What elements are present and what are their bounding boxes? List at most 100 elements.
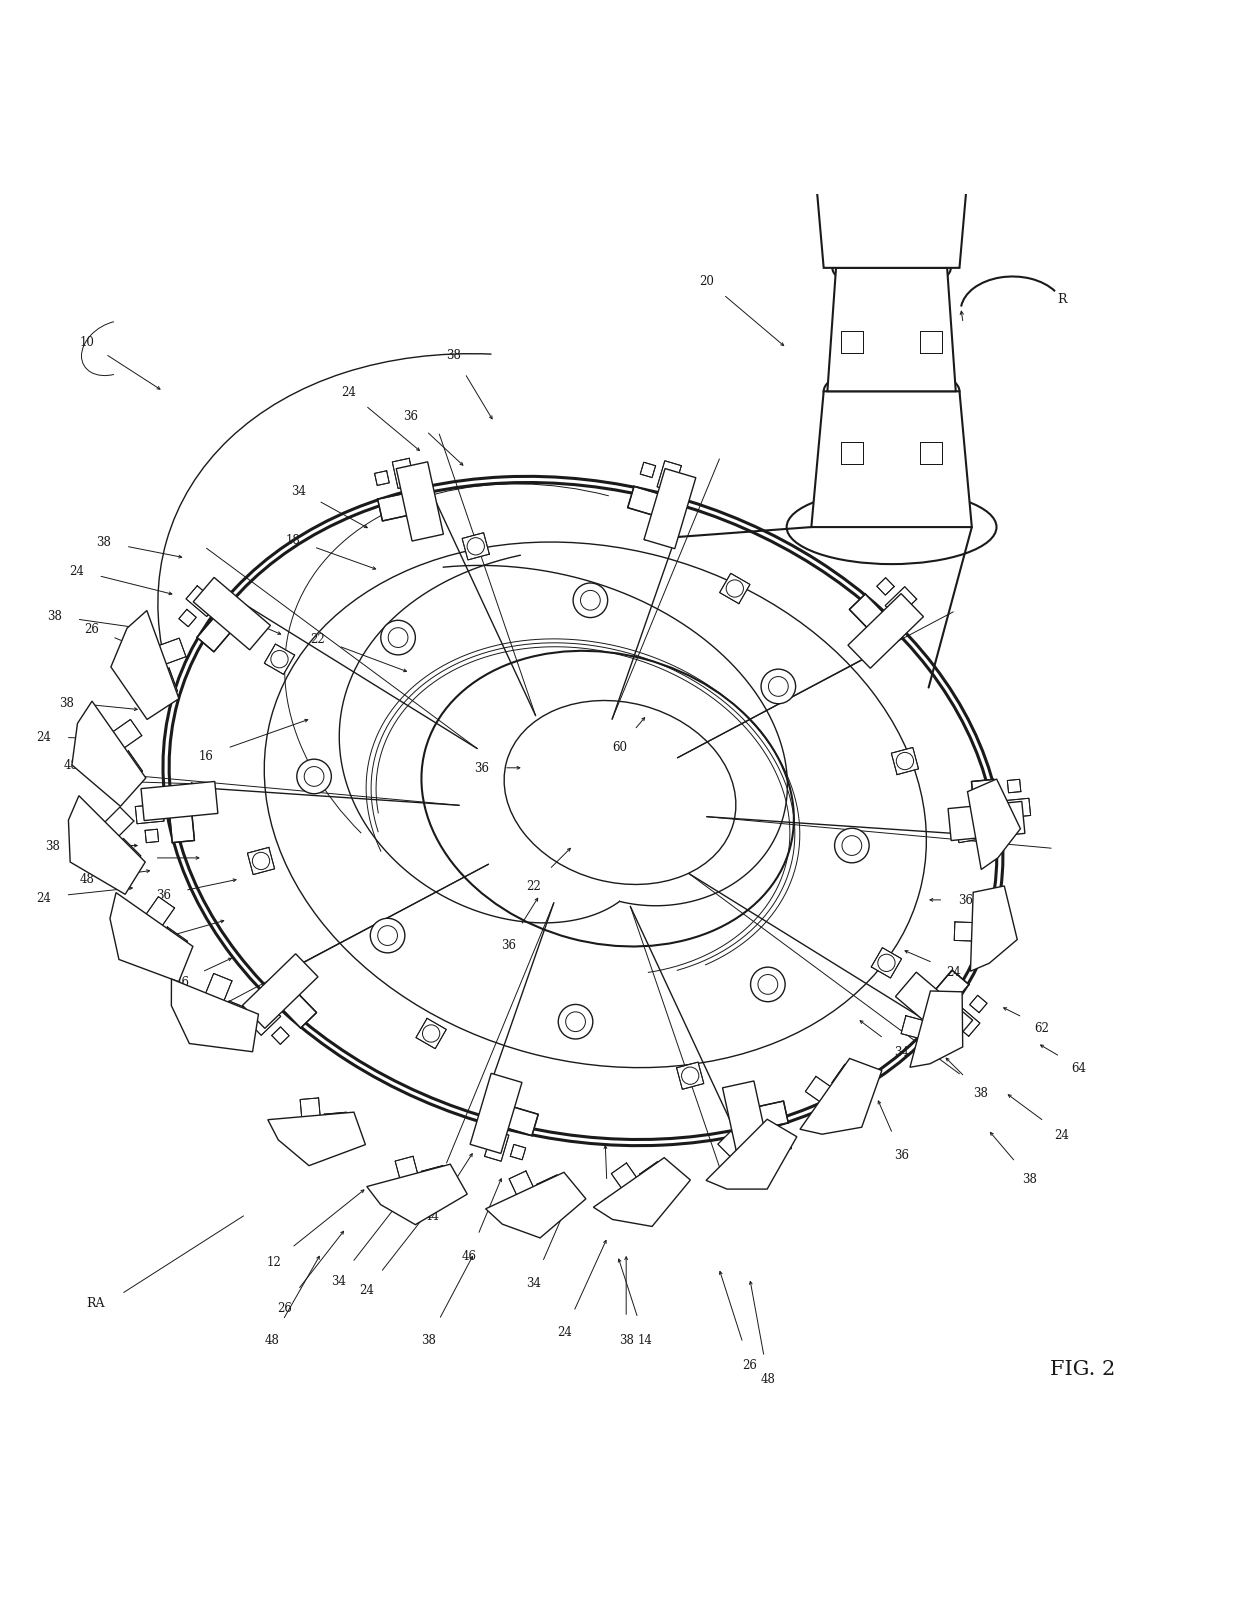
Text: 46: 46 (461, 1250, 477, 1263)
Text: 38: 38 (47, 610, 62, 623)
Polygon shape (627, 487, 662, 516)
Text: 22: 22 (526, 880, 541, 893)
Text: 44: 44 (600, 1198, 615, 1211)
Text: RA: RA (86, 1297, 104, 1310)
Polygon shape (159, 927, 187, 954)
Text: 12: 12 (267, 1255, 281, 1268)
Text: 26: 26 (84, 622, 99, 636)
Polygon shape (463, 534, 490, 560)
Polygon shape (264, 644, 295, 675)
Polygon shape (151, 639, 186, 667)
Polygon shape (107, 721, 141, 753)
Polygon shape (594, 1157, 691, 1227)
Polygon shape (511, 1144, 526, 1160)
Polygon shape (644, 469, 696, 549)
Polygon shape (657, 461, 681, 492)
Text: 24: 24 (69, 565, 84, 578)
Text: 26: 26 (743, 1358, 758, 1371)
Polygon shape (171, 979, 258, 1052)
Text: 34: 34 (894, 1045, 909, 1058)
Text: 34: 34 (146, 935, 161, 948)
Polygon shape (300, 1099, 321, 1126)
Text: 24: 24 (360, 1284, 374, 1297)
Text: 24: 24 (36, 891, 51, 904)
Polygon shape (706, 1120, 797, 1190)
Text: 24: 24 (36, 730, 51, 743)
Text: 36: 36 (501, 938, 516, 951)
Polygon shape (920, 331, 942, 354)
Circle shape (761, 670, 796, 704)
Polygon shape (932, 971, 968, 1008)
Polygon shape (901, 1016, 932, 1040)
Polygon shape (967, 779, 1021, 870)
Text: R: R (1058, 294, 1066, 307)
Text: 60: 60 (613, 740, 627, 753)
Polygon shape (223, 1001, 252, 1024)
Polygon shape (841, 331, 863, 354)
Polygon shape (745, 1125, 771, 1149)
Polygon shape (268, 1112, 366, 1165)
Text: 18: 18 (285, 534, 300, 547)
Polygon shape (892, 748, 919, 776)
Polygon shape (145, 829, 159, 844)
Polygon shape (955, 922, 982, 941)
Polygon shape (910, 992, 962, 1068)
Polygon shape (970, 995, 987, 1013)
Ellipse shape (823, 367, 960, 417)
Text: 34: 34 (291, 484, 306, 497)
Text: 64: 64 (1071, 1061, 1086, 1074)
Text: 48: 48 (264, 1332, 279, 1345)
Text: 34: 34 (109, 776, 124, 789)
Text: 20: 20 (699, 274, 714, 287)
Polygon shape (815, 170, 968, 269)
Text: 38: 38 (97, 536, 112, 549)
Polygon shape (827, 269, 956, 393)
Polygon shape (751, 1134, 774, 1164)
Polygon shape (249, 1005, 280, 1035)
Ellipse shape (169, 484, 997, 1139)
Polygon shape (280, 992, 316, 1029)
Text: 36: 36 (959, 894, 973, 907)
Polygon shape (141, 898, 175, 933)
Polygon shape (272, 1027, 289, 1045)
Polygon shape (895, 972, 972, 1045)
Polygon shape (1007, 779, 1021, 794)
Polygon shape (885, 588, 916, 618)
Circle shape (835, 829, 869, 863)
Text: 38: 38 (446, 349, 461, 362)
Polygon shape (510, 1172, 537, 1204)
Polygon shape (113, 839, 141, 867)
Circle shape (558, 1005, 593, 1039)
Circle shape (371, 919, 405, 953)
Text: 36: 36 (202, 597, 218, 610)
Text: 22: 22 (310, 633, 325, 646)
Text: 14: 14 (637, 1332, 652, 1345)
Polygon shape (193, 578, 270, 651)
Polygon shape (415, 1019, 446, 1048)
Text: 16: 16 (200, 750, 213, 763)
Text: 24: 24 (341, 386, 356, 399)
Circle shape (381, 622, 415, 656)
Text: 36: 36 (156, 889, 171, 902)
Text: 24: 24 (946, 966, 961, 979)
Polygon shape (422, 1165, 446, 1185)
Text: 24: 24 (557, 1326, 572, 1339)
Polygon shape (135, 805, 164, 824)
Polygon shape (971, 886, 1017, 972)
Polygon shape (141, 782, 218, 821)
Polygon shape (956, 820, 986, 844)
Text: 26: 26 (277, 1302, 291, 1315)
Polygon shape (949, 802, 1025, 841)
Polygon shape (503, 1107, 538, 1136)
Text: 24: 24 (1054, 1128, 1069, 1141)
Polygon shape (197, 615, 233, 652)
Polygon shape (537, 1175, 563, 1196)
Polygon shape (374, 471, 389, 487)
Polygon shape (640, 1162, 666, 1185)
Polygon shape (805, 1076, 838, 1107)
Polygon shape (755, 1102, 789, 1130)
Polygon shape (677, 1063, 704, 1089)
Polygon shape (170, 812, 195, 842)
Polygon shape (396, 1157, 420, 1188)
Text: 48: 48 (79, 873, 94, 886)
